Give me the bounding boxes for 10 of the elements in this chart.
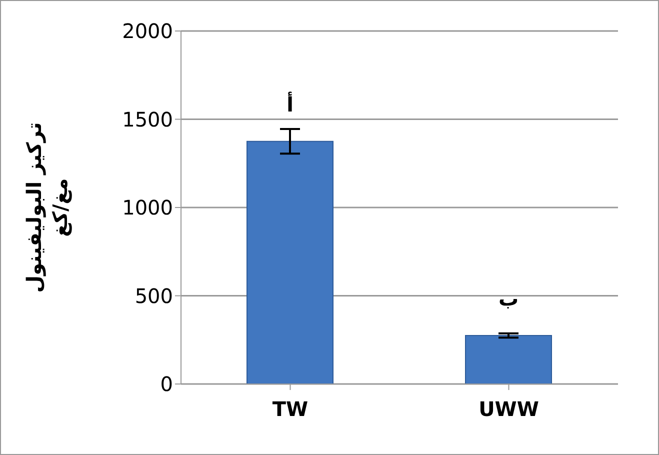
y-tick-label: 500 (134, 284, 173, 308)
y-axis-title: تركيز البوليفينول مغ/كغ (22, 122, 72, 293)
x-tick-label: UWW (478, 397, 539, 422)
y-tick-label: 1500 (122, 107, 173, 132)
annotation: ب (498, 286, 519, 310)
annotation: أ (286, 91, 294, 116)
y-tick-label: 2000 (122, 19, 173, 44)
y-tick-label: 1000 (122, 196, 173, 220)
y-tick-label: 0 (160, 372, 173, 396)
x-tick-label: TW (272, 397, 308, 422)
